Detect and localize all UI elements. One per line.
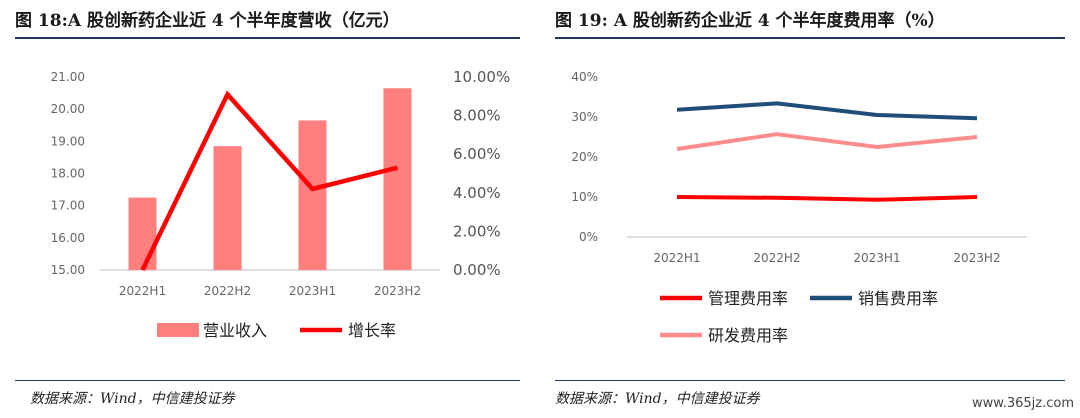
x-axis-tick: 2022H1 [119,284,166,298]
right-axis-tick: 4.00% [453,184,501,202]
growth-rate-line [140,90,399,271]
left-axis-tick: 18.00 [51,167,85,181]
left-title-rule [15,37,520,39]
revenue-bar [383,88,412,270]
left-axis-tick: 16.00 [51,231,85,245]
admin-expense-line [676,195,978,202]
revenue-bar [298,120,327,270]
right-title-rule [555,37,1065,39]
right-axis-tick: 6.00% [453,145,501,163]
y-axis-tick: 40% [571,70,598,84]
left-axis-tick: 17.00 [51,199,85,213]
left-axis-tick: 19.00 [51,134,85,148]
legend-label-admin: 管理费用率 [708,289,788,308]
legend-swatch-revenue [157,323,199,337]
x-axis-tick: 2023H2 [374,284,421,298]
x-axis-tick: 2023H2 [953,251,1000,265]
x-axis-tick: 2022H2 [204,284,251,298]
left-source-note: 数据来源：Wind，中信建投证券 [30,391,235,407]
x-axis-tick: 2022H1 [653,251,700,265]
legend-label-rnd: 研发费用率 [708,326,788,345]
right-source-note: 数据来源：Wind，中信建投证券 [555,391,760,407]
x-axis-tick: 2023H1 [853,251,900,265]
right-axis-tick: 2.00% [453,222,501,240]
right-bottom-rule [555,380,1065,381]
right-axis-tick: 0.00% [453,261,501,279]
left-chart: 15.00 16.00 17.00 18.00 19.00 20.00 21.00 0.00%… [51,68,511,340]
y-axis-tick: 20% [571,150,598,164]
legend-label-sales: 销售费用率 [858,289,938,308]
y-axis-tick: 30% [571,110,598,124]
right-axis-tick: 10.00% [453,68,510,86]
right-axis-tick: 8.00% [453,107,501,125]
left-bottom-rule [15,380,520,381]
y-axis-tick: 10% [571,190,598,204]
legend-label-revenue: 营业收入 [203,321,267,340]
y-axis-tick: 0% [579,230,598,244]
x-axis-tick: 2023H1 [289,284,336,298]
revenue-bar [128,197,157,270]
x-axis-tick: 2022H2 [753,251,800,265]
revenue-bar [213,146,242,270]
left-axis-tick: 20.00 [51,102,85,116]
rnd-expense-line [676,132,978,151]
right-chart: 0% 10% 20% 30% 40% 2022H1 2022H2 2023H1 2023H2 管理… [571,70,1027,345]
left-axis-tick: 21.00 [51,70,85,84]
sales-expense-line [676,101,978,121]
legend-label-growth: 增长率 [348,321,396,340]
left-chart-title: 图 18:A 股创新药企业近 4 个半年度营收（亿元） [15,11,400,31]
left-axis-tick: 15.00 [51,263,85,277]
right-chart-title: 图 19: A 股创新药企业近 4 个半年度费用率（%） [555,11,945,31]
watermark: www.365jz.com [972,396,1074,411]
